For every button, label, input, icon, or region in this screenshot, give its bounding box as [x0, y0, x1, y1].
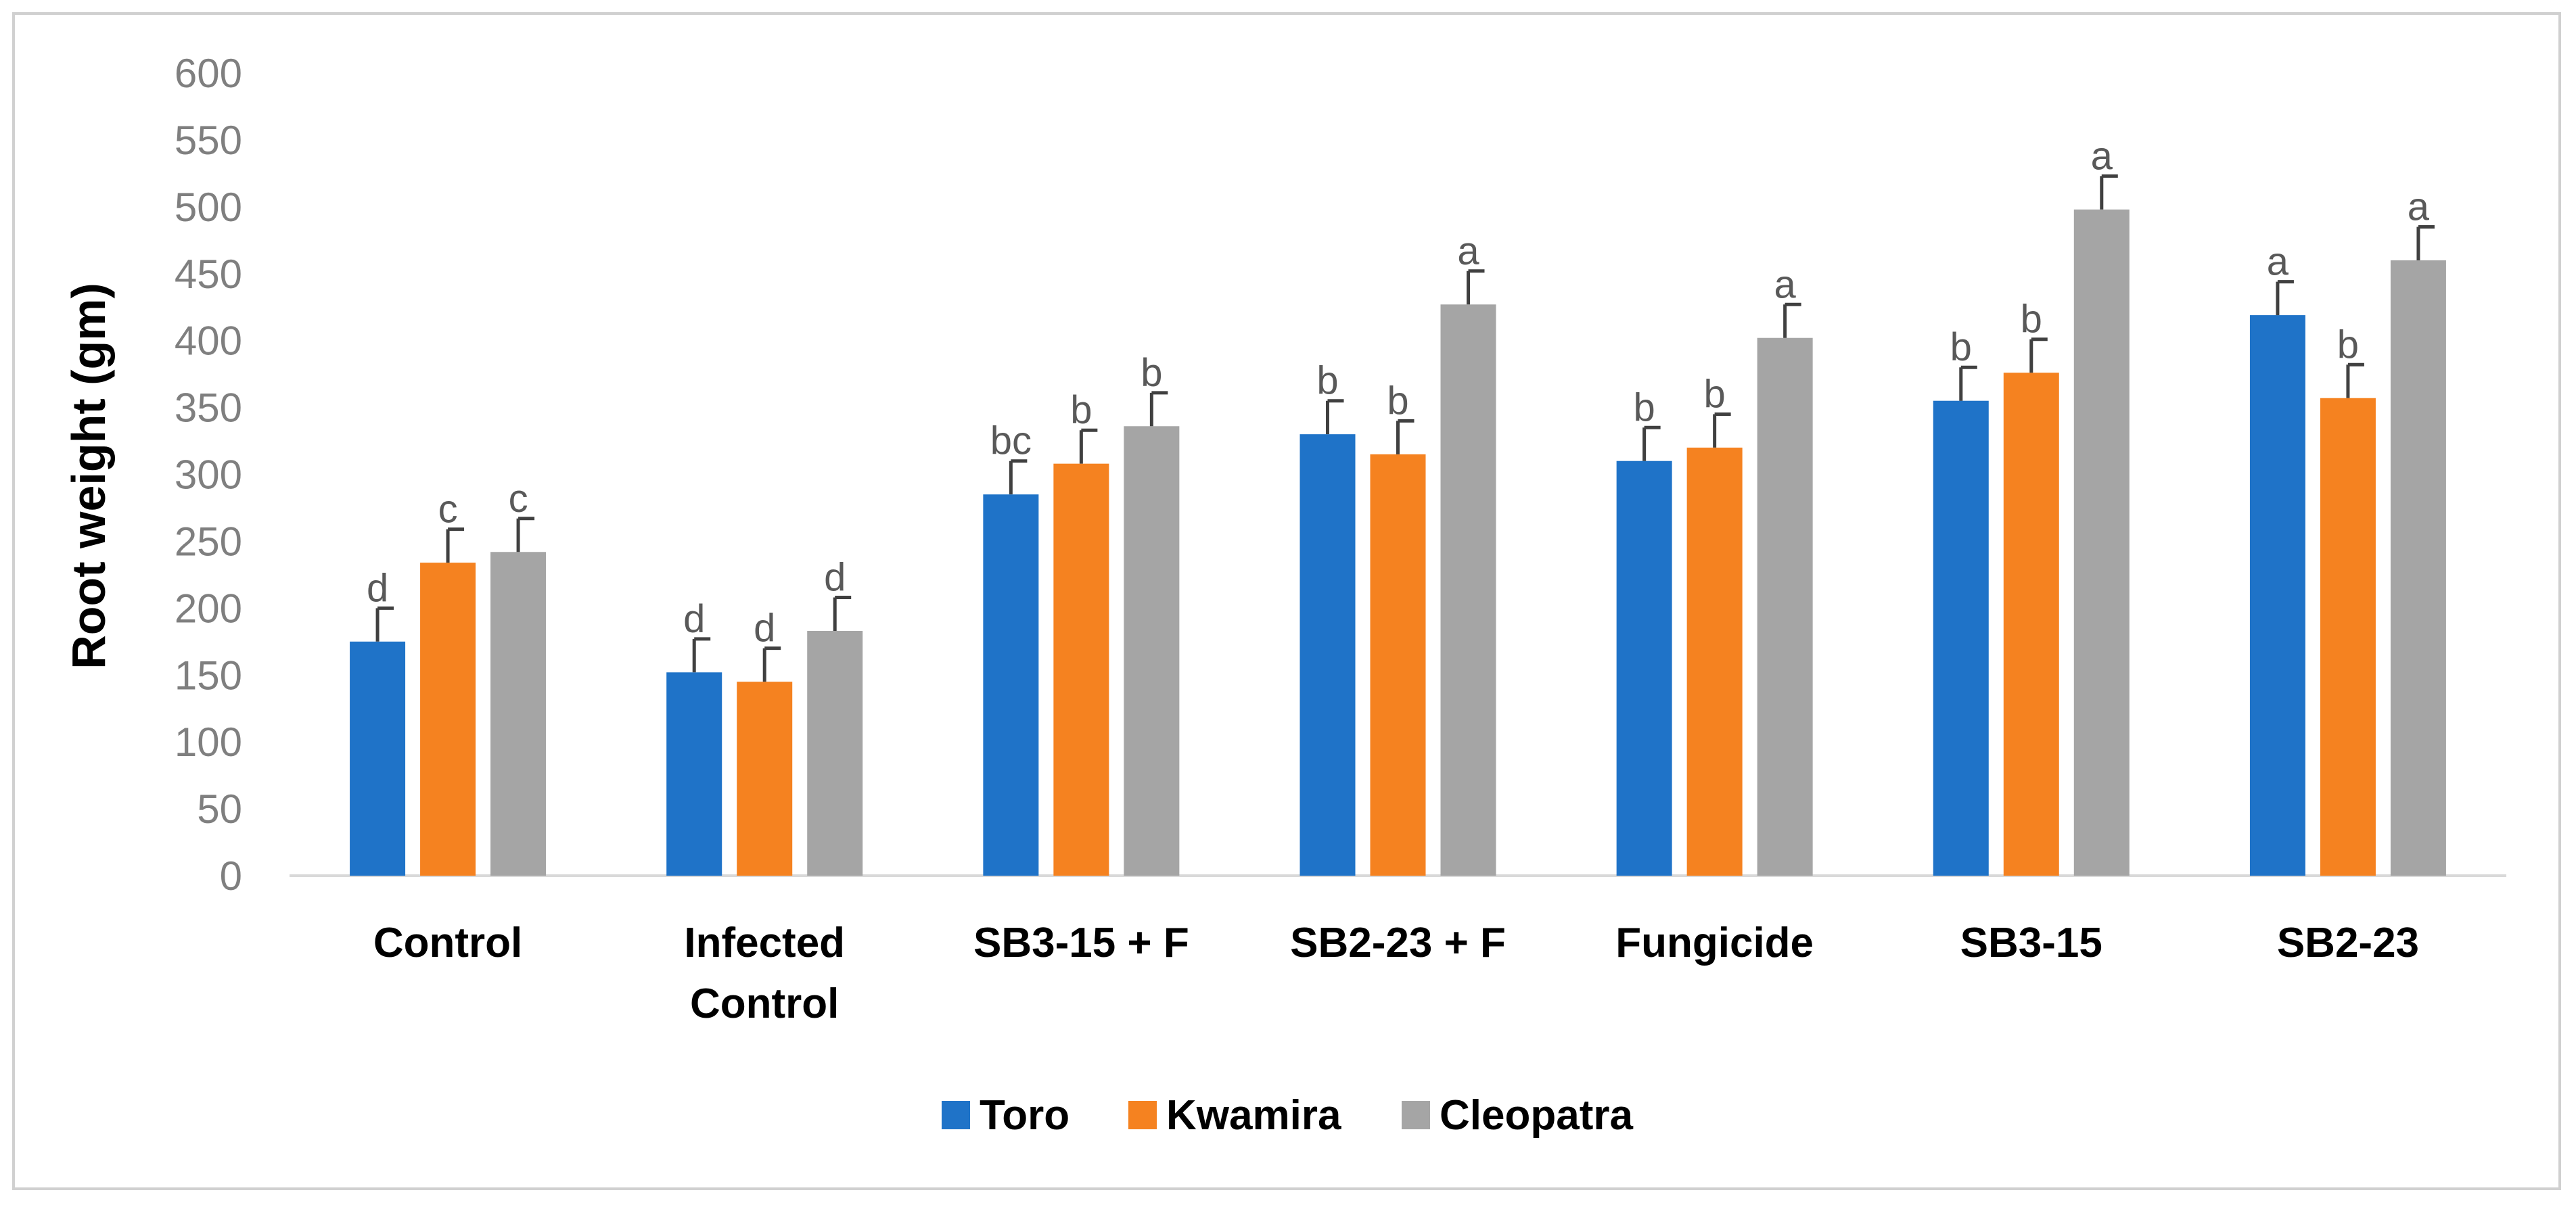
bar-cleopatra [1440, 304, 1496, 876]
significance-letter: b [2337, 323, 2359, 367]
x-category-label: SB3-15 [1960, 920, 2102, 966]
y-tick-label: 100 [175, 719, 242, 765]
bar-kwamira [1370, 454, 1426, 876]
bar-toro [1933, 400, 1989, 876]
legend: Toro Kwamira Cleopatra [942, 1092, 1633, 1139]
x-category-label: Control [690, 980, 839, 1027]
significance-letter: a [1774, 262, 1797, 306]
bar-kwamira [2320, 398, 2376, 876]
significance-letter: b [1634, 385, 1655, 429]
bar-kwamira [737, 682, 793, 876]
legend-swatch [1402, 1101, 1430, 1129]
x-category-label: SB3-15 + F [973, 920, 1189, 966]
x-category-label: SB2-23 + F [1290, 920, 1506, 966]
bar-cleopatra [1757, 337, 1813, 876]
significance-letter: a [1457, 229, 1479, 273]
significance-letter: b [2021, 298, 2042, 341]
bar-group: b b a [1616, 262, 1813, 876]
y-tick-label: 50 [197, 786, 242, 832]
y-tick-label: 350 [175, 385, 242, 431]
bar-cleopatra [807, 630, 863, 876]
x-category-label: SB2-23 [2277, 920, 2419, 966]
y-tick-label: 550 [175, 118, 242, 163]
y-tick-label: 200 [175, 586, 242, 631]
significance-letter: a [2267, 240, 2289, 284]
bar-kwamira [2003, 373, 2059, 876]
x-category-label: Fungicide [1615, 920, 1814, 966]
bar-group: b b a [1300, 229, 1496, 876]
significance-letter: b [1387, 379, 1408, 423]
bar-group: d c c [350, 477, 547, 876]
legend-item-toro: Toro [942, 1092, 1070, 1139]
bar-group: b b a [1933, 134, 2130, 876]
y-axis-label: Root weight (gm) [62, 283, 115, 669]
y-tick-label: 400 [175, 318, 242, 364]
bar-toro [1616, 460, 1672, 876]
legend-label: Cleopatra [1440, 1092, 1633, 1139]
y-tick-label: 250 [175, 519, 242, 564]
bar-toro [350, 641, 406, 876]
bar-group: a b a [2249, 185, 2446, 876]
legend-item-cleopatra: Cleopatra [1402, 1092, 1633, 1139]
significance-letter: c [438, 488, 458, 531]
x-category-label: Control [373, 920, 522, 966]
significance-letter: b [1070, 388, 1092, 432]
significance-letter: b [1141, 351, 1162, 395]
y-tick-label: 300 [175, 452, 242, 498]
bar-toro [2249, 315, 2305, 876]
bar-kwamira [1053, 463, 1109, 876]
significance-letter: b [1316, 359, 1338, 403]
significance-letter: d [367, 566, 388, 610]
significance-letter: bc [990, 419, 1032, 463]
x-category-label: Infected [684, 920, 845, 966]
bar-toro [1300, 434, 1356, 876]
bar-cleopatra [2390, 260, 2446, 876]
y-tick-label: 0 [220, 853, 242, 899]
significance-letter: d [824, 556, 846, 600]
y-tick-label: 600 [175, 51, 242, 96]
x-axis-categories: Control Infected Control SB3-15 + F SB2-23 +… [373, 920, 2419, 1027]
y-tick-label: 150 [175, 653, 242, 698]
significance-letter: d [754, 607, 775, 651]
y-axis-ticks: 0 50 100 150 200 250 300 350 400 450 500 550 600 [175, 51, 242, 899]
bar-group: d d d [666, 556, 863, 876]
bar-kwamira [420, 563, 476, 876]
bar-toro [983, 494, 1039, 876]
bar-cleopatra [1124, 426, 1180, 876]
significance-letter: c [509, 477, 528, 521]
y-tick-label: 500 [175, 185, 242, 230]
significance-letter: d [683, 597, 705, 641]
significance-letter: a [2408, 185, 2430, 229]
legend-label: Kwamira [1166, 1092, 1341, 1139]
legend-swatch [1128, 1101, 1157, 1129]
bar-cleopatra [490, 552, 547, 876]
legend-label: Toro [980, 1092, 1070, 1139]
significance-letter: a [2091, 134, 2113, 178]
y-tick-label: 450 [175, 252, 242, 297]
legend-item-kwamira: Kwamira [1128, 1092, 1341, 1139]
bar-cleopatra [2073, 209, 2130, 876]
bar-toro [666, 672, 722, 876]
bar-kwamira [1686, 447, 1743, 876]
significance-letter: b [1704, 372, 1726, 416]
significance-letter: b [1950, 325, 1972, 369]
legend-swatch [942, 1101, 970, 1129]
